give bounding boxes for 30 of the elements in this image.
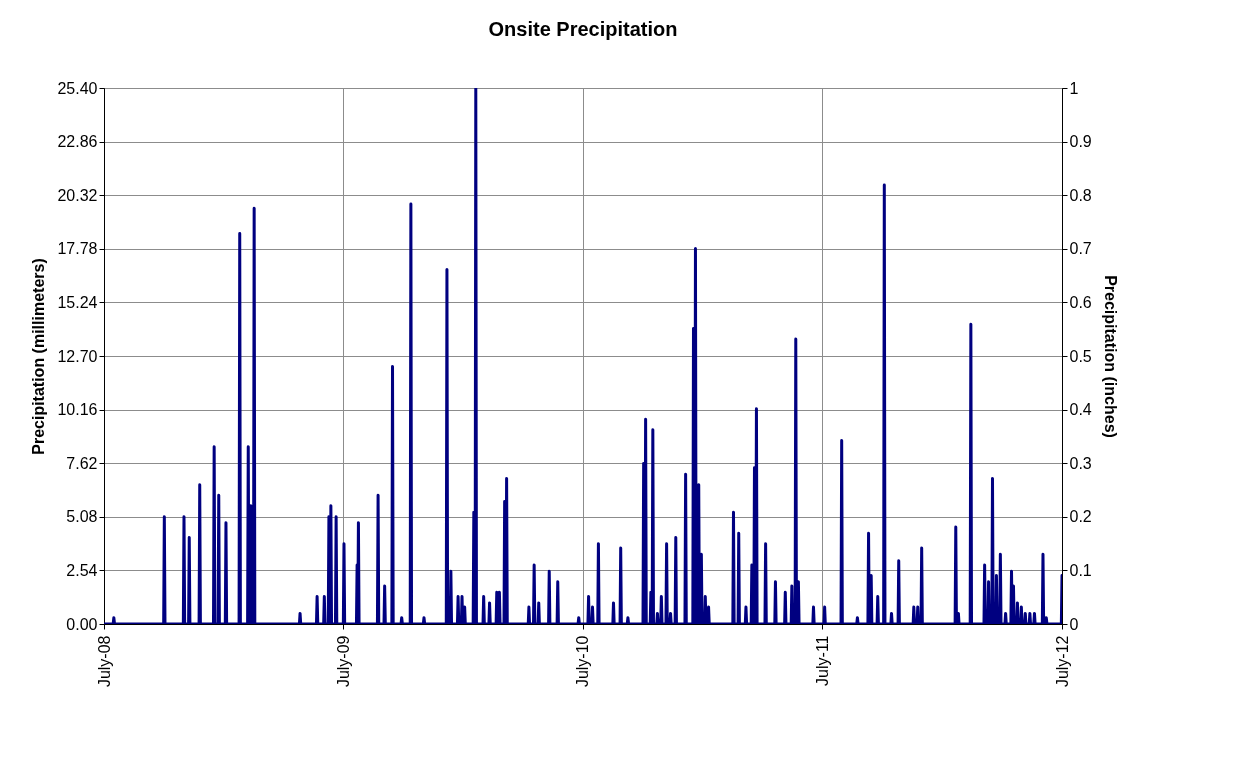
x-tick-label: July-09 — [334, 635, 352, 688]
y-tick-label: 0.00 — [66, 615, 98, 633]
y-tick-label: 20.32 — [57, 186, 98, 204]
y-tick-label: 10.16 — [57, 401, 98, 419]
y-tick-label: 17.78 — [57, 240, 98, 258]
y-tick-label: 15.24 — [57, 293, 98, 311]
y2-tick-label: 0.9 — [1069, 133, 1092, 151]
y2-tick-label: 0.7 — [1069, 240, 1092, 258]
y-axis-title: Precipitation (millimeters) — [30, 258, 48, 455]
y2-tick-label: 0.3 — [1069, 454, 1092, 472]
x-tick-label: July-11 — [813, 635, 831, 686]
y2-tick-label: 0.4 — [1069, 401, 1092, 419]
y2-tick-label: 0.1 — [1069, 561, 1092, 579]
y2-tick-label: 0.2 — [1069, 508, 1092, 526]
y-tick-label: 12.70 — [57, 347, 98, 365]
x-tick-label: July-08 — [95, 635, 113, 688]
y2-axis-title: Precipitation (inches) — [1101, 275, 1119, 438]
y2-tick-label: 1 — [1069, 79, 1079, 97]
y-tick-label: 7.62 — [66, 454, 98, 472]
x-tick-label: July-10 — [574, 635, 592, 688]
y-tick-label: 5.08 — [66, 508, 98, 526]
y-tick-label: 25.40 — [57, 79, 98, 97]
y2-tick-label: 0 — [1069, 615, 1079, 633]
y2-tick-label: 0.6 — [1069, 293, 1092, 311]
y2-tick-label: 0.8 — [1069, 186, 1092, 204]
x-tick-label: July-12 — [1053, 635, 1071, 688]
y-tick-label: 2.54 — [66, 561, 98, 579]
chart-title: Onsite Precipitation — [488, 18, 678, 40]
y2-tick-label: 0.5 — [1069, 347, 1092, 365]
y-tick-label: 22.86 — [57, 133, 98, 151]
